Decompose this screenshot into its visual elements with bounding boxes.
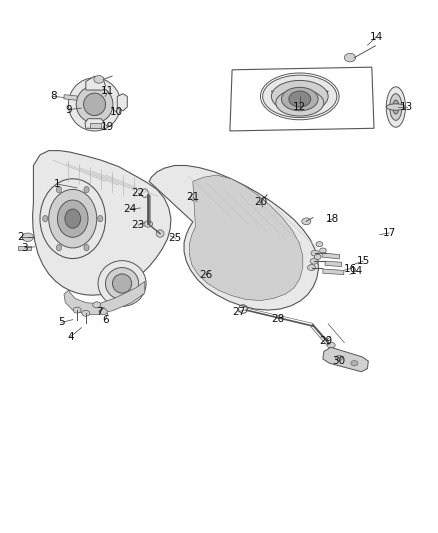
Ellipse shape — [272, 80, 328, 112]
Ellipse shape — [256, 199, 265, 206]
Polygon shape — [149, 165, 318, 310]
Ellipse shape — [314, 254, 321, 260]
Text: 18: 18 — [326, 214, 339, 224]
Ellipse shape — [310, 258, 318, 264]
Text: 23: 23 — [131, 220, 145, 230]
Polygon shape — [32, 151, 171, 295]
Text: 22: 22 — [131, 188, 145, 198]
Ellipse shape — [351, 361, 358, 366]
Ellipse shape — [289, 91, 311, 107]
Text: 24: 24 — [123, 204, 136, 214]
Text: 27: 27 — [232, 306, 245, 317]
Ellipse shape — [390, 94, 402, 120]
Ellipse shape — [84, 93, 106, 116]
Text: 26: 26 — [199, 270, 212, 280]
Text: 2: 2 — [17, 232, 24, 243]
Text: 9: 9 — [65, 104, 72, 115]
Polygon shape — [322, 253, 339, 259]
Text: 15: 15 — [357, 256, 370, 266]
Ellipse shape — [82, 310, 90, 316]
Text: 12: 12 — [293, 102, 307, 112]
Polygon shape — [64, 281, 145, 314]
Text: 30: 30 — [332, 356, 346, 366]
Ellipse shape — [307, 264, 315, 271]
Text: 1: 1 — [54, 179, 61, 189]
Text: 25: 25 — [169, 233, 182, 244]
Text: 29: 29 — [319, 336, 332, 346]
Ellipse shape — [94, 76, 104, 83]
Text: 16: 16 — [343, 264, 357, 273]
Ellipse shape — [42, 215, 48, 222]
Polygon shape — [64, 95, 77, 100]
Ellipse shape — [319, 248, 326, 253]
Text: 7: 7 — [95, 306, 102, 317]
Ellipse shape — [98, 215, 103, 222]
Ellipse shape — [76, 86, 113, 123]
Ellipse shape — [316, 241, 323, 247]
Ellipse shape — [84, 187, 89, 193]
Ellipse shape — [156, 230, 164, 237]
Polygon shape — [117, 94, 127, 111]
Ellipse shape — [336, 356, 343, 361]
Ellipse shape — [206, 266, 215, 274]
Ellipse shape — [386, 87, 406, 127]
Text: 5: 5 — [59, 317, 65, 327]
Text: 10: 10 — [110, 107, 123, 117]
Ellipse shape — [311, 250, 319, 256]
Ellipse shape — [144, 221, 152, 227]
Polygon shape — [86, 76, 106, 90]
Ellipse shape — [98, 261, 146, 306]
Polygon shape — [230, 67, 374, 131]
Ellipse shape — [113, 274, 132, 293]
Ellipse shape — [302, 218, 311, 225]
Ellipse shape — [93, 302, 101, 308]
Ellipse shape — [263, 75, 337, 118]
Text: 3: 3 — [21, 243, 28, 253]
Ellipse shape — [49, 189, 97, 248]
Ellipse shape — [386, 104, 406, 110]
Ellipse shape — [84, 245, 89, 251]
Ellipse shape — [344, 53, 356, 62]
Polygon shape — [85, 119, 105, 128]
Text: 20: 20 — [254, 197, 267, 207]
Text: 13: 13 — [400, 102, 413, 112]
Polygon shape — [325, 261, 342, 266]
Ellipse shape — [202, 262, 218, 278]
Text: 6: 6 — [102, 314, 109, 325]
Ellipse shape — [276, 90, 324, 116]
Ellipse shape — [65, 209, 81, 228]
Text: 11: 11 — [101, 86, 114, 96]
Polygon shape — [272, 91, 328, 103]
Text: 21: 21 — [186, 192, 199, 203]
Ellipse shape — [57, 187, 62, 193]
Polygon shape — [323, 269, 344, 274]
Ellipse shape — [73, 307, 81, 313]
Ellipse shape — [68, 78, 121, 131]
Ellipse shape — [282, 87, 318, 111]
Ellipse shape — [57, 245, 62, 251]
Text: 17: 17 — [383, 228, 396, 238]
Polygon shape — [18, 246, 31, 250]
Polygon shape — [90, 124, 101, 128]
Ellipse shape — [106, 268, 139, 300]
Ellipse shape — [99, 309, 107, 314]
Polygon shape — [323, 348, 368, 372]
Ellipse shape — [393, 100, 399, 114]
Ellipse shape — [22, 233, 33, 241]
Polygon shape — [189, 175, 303, 301]
Text: 8: 8 — [50, 91, 57, 101]
Text: 28: 28 — [271, 313, 285, 324]
Ellipse shape — [40, 179, 106, 259]
Text: 14: 14 — [370, 32, 383, 42]
Text: 19: 19 — [101, 122, 114, 132]
Text: 14: 14 — [350, 266, 363, 276]
Ellipse shape — [327, 342, 335, 348]
Ellipse shape — [57, 200, 88, 237]
Text: 4: 4 — [67, 332, 74, 342]
